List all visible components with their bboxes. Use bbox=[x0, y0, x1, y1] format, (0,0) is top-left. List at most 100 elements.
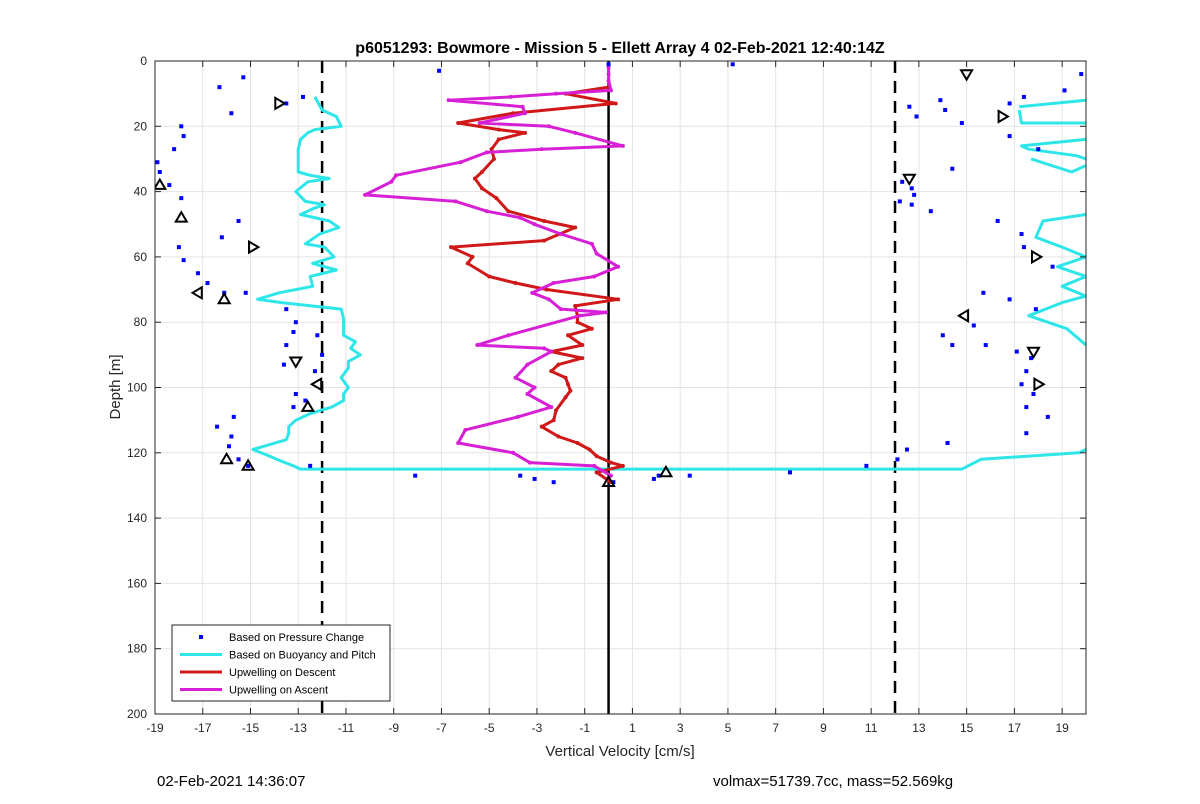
x-tick-label: 7 bbox=[772, 721, 779, 735]
pressure-change-point bbox=[155, 160, 160, 165]
descent-line-point bbox=[563, 395, 568, 400]
pressure-change-point bbox=[179, 124, 184, 129]
descent-line-point bbox=[608, 460, 613, 465]
ascent-line-point bbox=[604, 310, 609, 315]
pressure-change-point bbox=[912, 192, 917, 197]
descent-line-point bbox=[568, 388, 573, 393]
descent-line-point bbox=[575, 320, 580, 325]
y-tick-label: 0 bbox=[140, 54, 147, 68]
pressure-change-point bbox=[301, 94, 306, 99]
descent-line-point bbox=[556, 434, 561, 439]
pressure-change-point bbox=[1007, 134, 1012, 139]
triangle-marker bbox=[219, 451, 234, 465]
ascent-line-point bbox=[477, 121, 482, 126]
x-tick-label: 3 bbox=[677, 721, 684, 735]
pressure-change-point bbox=[284, 307, 289, 312]
pressure-change-point bbox=[181, 258, 186, 263]
pressure-change-point bbox=[983, 343, 988, 348]
pressure-change-point bbox=[157, 170, 162, 175]
ascent-line-point bbox=[558, 232, 563, 237]
pressure-change-point bbox=[1021, 245, 1026, 250]
y-tick-label: 20 bbox=[134, 119, 148, 133]
descent-line-point bbox=[491, 156, 496, 161]
pressure-change-point bbox=[1024, 405, 1029, 410]
ascent-line-point bbox=[558, 307, 563, 312]
triangle-marker bbox=[248, 239, 261, 255]
pressure-change-point bbox=[895, 457, 900, 462]
pressure-change-point bbox=[312, 369, 317, 374]
footer-volmax-mass: volmax=51739.7cc, mass=52.569kg bbox=[713, 773, 954, 790]
descent-line-point bbox=[456, 121, 461, 126]
ascent-line-point bbox=[554, 91, 559, 96]
descent-line-point bbox=[494, 196, 499, 201]
descent-line-point bbox=[472, 176, 477, 181]
descent-line-point bbox=[565, 382, 570, 387]
ascent-line-point bbox=[620, 143, 625, 148]
legend: Based on Pressure Change Based on Buoyanc… bbox=[171, 624, 391, 702]
descent-line-point bbox=[589, 326, 594, 331]
descent-line-point bbox=[594, 470, 599, 475]
y-tick-label: 160 bbox=[127, 576, 147, 590]
pressure-change-point bbox=[1050, 264, 1055, 269]
x-tick-label: -7 bbox=[436, 721, 447, 735]
buoyancy-pitch-line bbox=[251, 96, 1086, 471]
pressure-change-point bbox=[909, 186, 914, 191]
ascent-line-point bbox=[606, 78, 611, 83]
pressure-change-point bbox=[215, 424, 220, 429]
buoyancy-pitch-line bbox=[1027, 213, 1086, 347]
ascent-line-point bbox=[616, 264, 621, 269]
pressure-change-point bbox=[229, 434, 234, 439]
buoyancy-pitch-line bbox=[1020, 137, 1086, 161]
pressure-change-point bbox=[1031, 392, 1036, 397]
y-tick-label: 200 bbox=[127, 707, 147, 721]
ascent-line-point bbox=[527, 460, 532, 465]
x-tick-label: 15 bbox=[960, 721, 974, 735]
pressure-change-point bbox=[291, 329, 296, 334]
pressure-change-point bbox=[518, 473, 523, 478]
pressure-change-point bbox=[231, 414, 236, 419]
ascent-line-point bbox=[515, 414, 520, 419]
pressure-change-point bbox=[1021, 94, 1026, 99]
ascent-line-point bbox=[532, 222, 537, 227]
pressure-change-point bbox=[243, 290, 248, 295]
pressure-change-point bbox=[864, 463, 869, 468]
pressure-change-point bbox=[904, 447, 909, 452]
pressure-change-point bbox=[219, 235, 224, 240]
triangle-marker bbox=[902, 173, 917, 186]
ascent-line-point bbox=[525, 392, 530, 397]
x-tick-label: -5 bbox=[484, 721, 495, 735]
descent-line-point bbox=[575, 441, 580, 446]
x-tick-label: 19 bbox=[1055, 721, 1069, 735]
pressure-change-point bbox=[181, 134, 186, 139]
pressure-change-point bbox=[1024, 369, 1029, 374]
ascent-line-point bbox=[577, 313, 582, 318]
x-tick-label: -1 bbox=[579, 721, 590, 735]
pressure-change-point bbox=[1019, 232, 1024, 237]
descent-line-point bbox=[620, 463, 625, 468]
pressure-change-point bbox=[611, 480, 616, 485]
pressure-change-point bbox=[1079, 72, 1084, 77]
ascent-line-point bbox=[518, 215, 523, 220]
ascent-line-point bbox=[532, 385, 537, 390]
descent-line-point bbox=[496, 137, 501, 142]
pressure-change-point bbox=[1024, 431, 1029, 436]
y-tick-label: 40 bbox=[134, 185, 148, 199]
triangle-marker bbox=[956, 308, 970, 323]
x-tick-label: 5 bbox=[725, 721, 732, 735]
descent-line-point bbox=[470, 254, 475, 259]
ascent-line-point bbox=[511, 450, 516, 455]
ascent-line-point bbox=[549, 405, 554, 410]
pressure-change-point bbox=[291, 405, 296, 410]
pressure-change-point bbox=[656, 473, 661, 478]
pressure-change-point bbox=[959, 121, 964, 126]
triangle-marker bbox=[240, 458, 256, 471]
descent-line-point bbox=[554, 408, 559, 413]
ascent-line-point bbox=[458, 160, 463, 165]
ascent-line-point bbox=[363, 192, 368, 197]
ascent-line-point bbox=[551, 281, 556, 286]
y-axis-label: Depth [m] bbox=[107, 354, 124, 419]
descent-line-point bbox=[616, 297, 621, 302]
x-tick-label: -15 bbox=[242, 721, 260, 735]
pressure-change-point bbox=[179, 196, 184, 201]
chart-title: p6051293: Bowmore - Mission 5 - Ellett A… bbox=[355, 40, 885, 57]
